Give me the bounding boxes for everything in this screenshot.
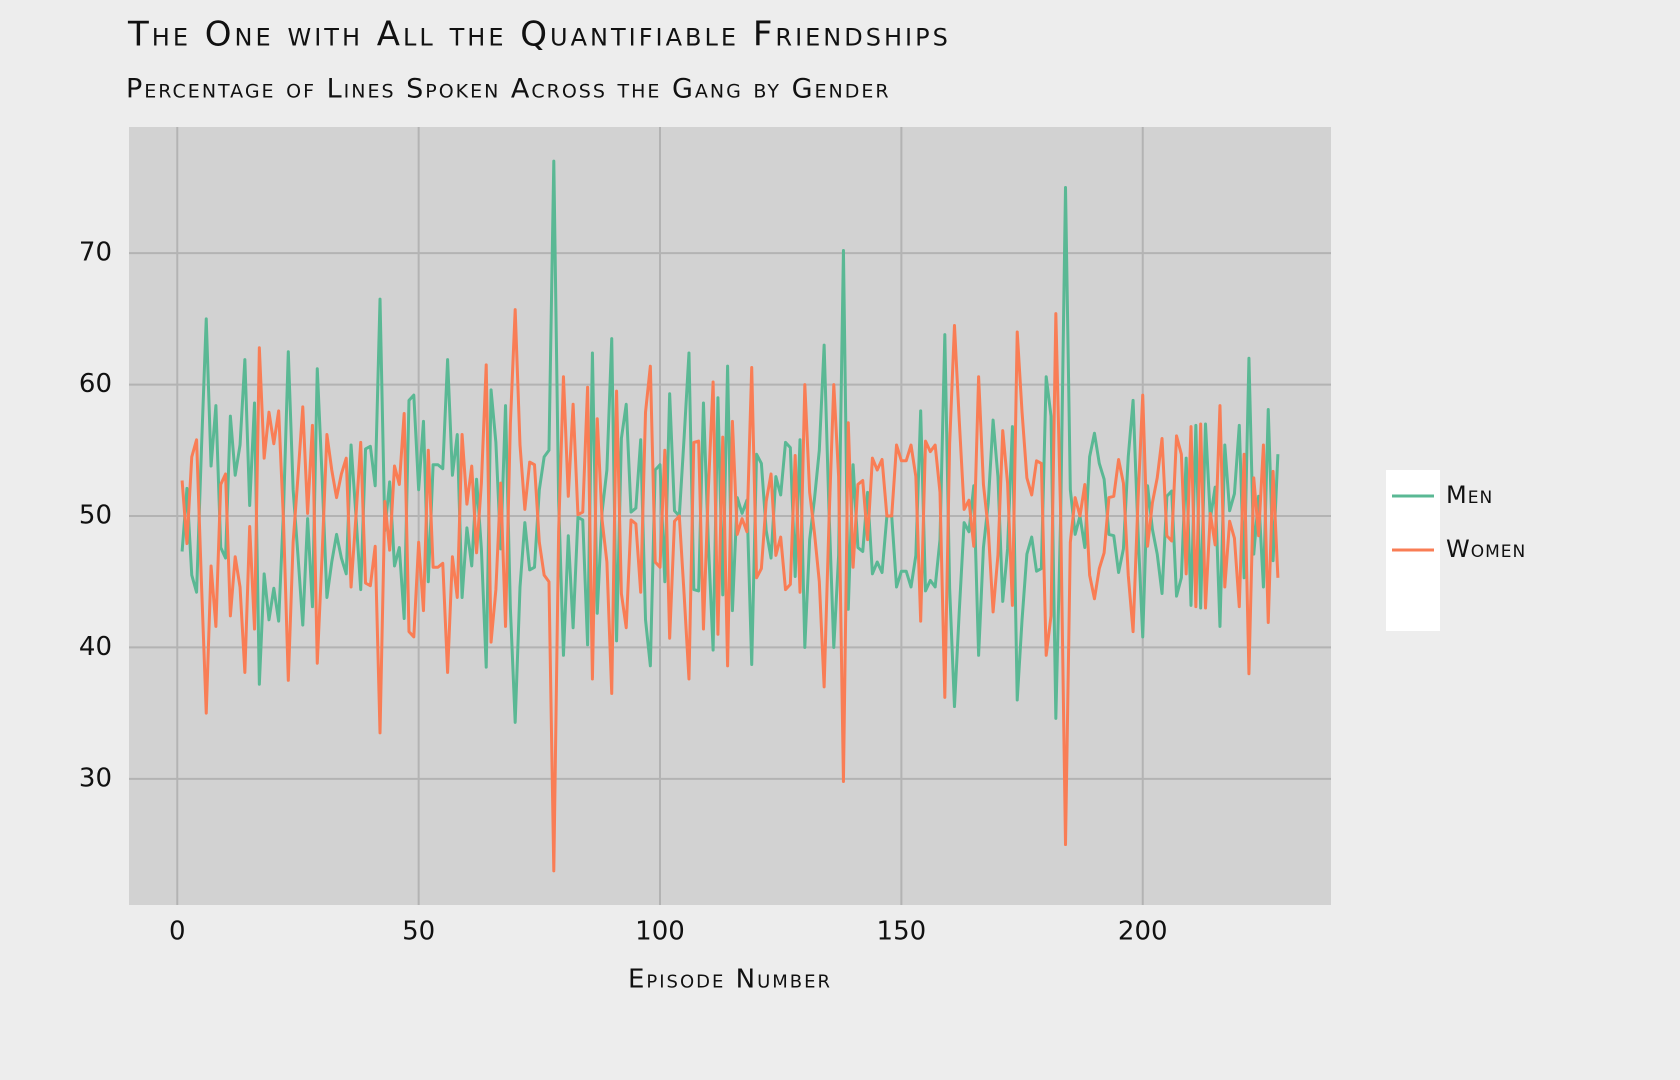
y-tick-label: 70 — [79, 238, 112, 268]
x-tick-label: 150 — [877, 917, 927, 947]
x-axis-title: Episode Number — [628, 965, 832, 995]
series-line — [180, 308, 1280, 873]
y-tick-label: 30 — [79, 763, 112, 793]
x-tick-label: 0 — [169, 917, 186, 947]
y-tick-label: 40 — [79, 632, 112, 662]
y-tick-label: 60 — [79, 369, 112, 399]
chart-subtitle: Percentage of Lines Spoken Across the Ga… — [126, 74, 891, 105]
x-tick-label: 100 — [635, 917, 685, 947]
chart: The One with All the Quantifiable Friend… — [78, 14, 1526, 995]
x-tick-label: 50 — [402, 917, 435, 947]
lines — [180, 159, 1280, 873]
legend-label: Men — [1446, 481, 1493, 509]
x-tick-label: 200 — [1118, 917, 1168, 947]
chart-title: The One with All the Quantifiable Friend… — [127, 15, 951, 55]
legend: Men Women — [1386, 470, 1526, 631]
legend-label: Women — [1446, 535, 1526, 563]
y-tick-label: 50 — [79, 501, 112, 531]
